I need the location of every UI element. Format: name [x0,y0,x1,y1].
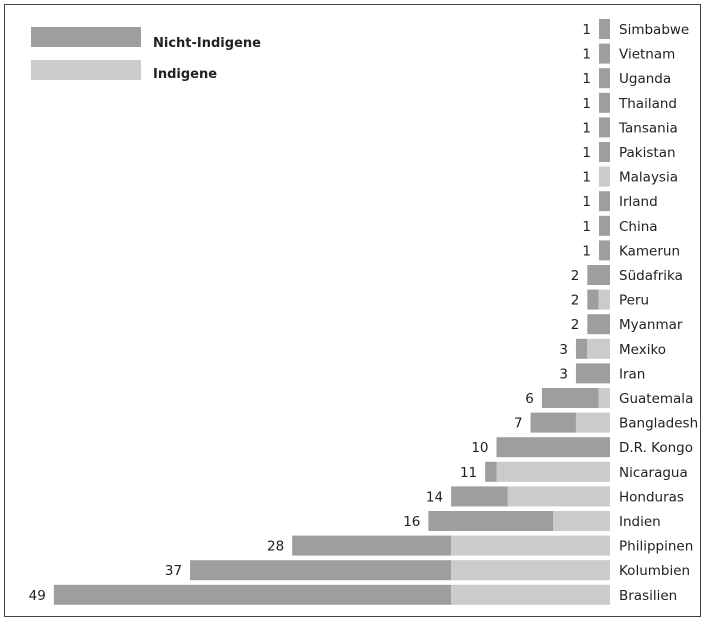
bar-nicht-indigene-d-r-kongo [496,437,610,458]
bar-nicht-indigene-peru [587,289,599,310]
total-label-iran: 3 [559,366,568,382]
bar-nicht-indigene-honduras [451,486,508,507]
total-label-philippinen: 28 [267,539,284,555]
category-label-thailand: Thailand [618,96,677,112]
total-label-irland: 1 [582,194,591,210]
category-label-d-r-kongo: D.R. Kongo [619,440,693,456]
category-label-philippinen: Philippinen [619,539,693,555]
category-label-kamerun: Kamerun [619,243,680,259]
category-label-peru: Peru [619,293,649,309]
category-label-kolumbien: Kolumbien [619,563,690,579]
total-label-indien: 16 [403,514,420,530]
bars-group: 1 Simbabwe 1 Vietnam 1 Uganda 1 Thailand 1 Tansan… [29,19,698,605]
total-label-brasilien: 49 [29,588,46,604]
category-label-iran: Iran [619,366,645,382]
category-label-s-dafrika: Südafrika [619,268,683,284]
bar-nicht-indigene-iran [575,363,610,384]
total-label-thailand: 1 [582,96,591,112]
category-label-honduras: Honduras [619,489,684,505]
bar-nicht-indigene-kolumbien [190,560,452,581]
category-label-simbabwe: Simbabwe [619,22,689,38]
bar-nicht-indigene-kamerun [599,240,610,261]
bar-indigene-peru [598,289,610,310]
bar-nicht-indigene-nicaragua [485,461,497,482]
total-label-d-r-kongo: 10 [471,440,488,456]
bar-indigene-nicaragua [496,461,610,482]
bar-nicht-indigene-irland [599,191,610,212]
category-label-tansania: Tansania [618,120,678,136]
legend-label-indigene: Indigene [153,67,217,82]
bar-nicht-indigene-indien [428,511,554,531]
total-label-pakistan: 1 [582,145,591,161]
total-label-vietnam: 1 [582,47,591,63]
category-label-irland: Irland [619,194,658,210]
bar-indigene-brasilien [451,584,610,605]
total-label-peru: 2 [571,293,580,309]
total-label-uganda: 1 [582,71,591,87]
legend-swatch-indigene [31,60,141,80]
total-label-malaysia: 1 [582,170,591,186]
total-label-s-dafrika: 2 [571,268,580,284]
total-label-kolumbien: 37 [165,563,182,579]
legend-label-nicht-indigene: Nicht-Indigene [153,36,261,51]
bar-nicht-indigene-pakistan [599,142,610,162]
bar-indigene-mexiko [587,338,610,359]
total-label-honduras: 14 [426,489,443,505]
total-label-china: 1 [582,219,591,235]
total-label-nicaragua: 11 [460,465,477,481]
stacked-bar-chart: Nicht-Indigene Indigene 1 Simbabwe 1 Vietna… [29,19,698,605]
total-label-kamerun: 1 [582,243,591,259]
bar-indigene-guatemala [598,388,610,408]
bar-nicht-indigene-china [599,215,610,236]
bar-nicht-indigene-brasilien [53,584,452,605]
bar-nicht-indigene-bangladesh [530,412,576,433]
category-label-indien: Indien [619,514,661,530]
category-label-vietnam: Vietnam [619,47,675,63]
category-label-brasilien: Brasilien [619,588,677,604]
bar-indigene-indien [553,511,610,531]
bar-indigene-kolumbien [451,560,610,581]
bar-nicht-indigene-guatemala [541,388,599,408]
total-label-bangladesh: 7 [514,416,523,432]
category-label-bangladesh: Bangladesh [619,416,698,432]
bar-indigene-malaysia [599,166,610,187]
category-label-mexiko: Mexiko [619,342,666,358]
bar-nicht-indigene-tansania [599,117,610,138]
bar-nicht-indigene-vietnam [599,43,610,64]
legend-swatch-nicht-indigene [31,27,141,47]
bar-nicht-indigene-simbabwe [599,19,610,39]
bar-nicht-indigene-philippinen [292,535,452,556]
category-label-malaysia: Malaysia [619,170,678,186]
chart-frame: Nicht-Indigene Indigene 1 Simbabwe 1 Vietna… [4,4,701,617]
total-label-simbabwe: 1 [582,22,591,38]
category-label-pakistan: Pakistan [619,145,676,161]
category-label-myanmar: Myanmar [619,317,683,333]
category-label-nicaragua: Nicaragua [619,465,688,481]
bar-nicht-indigene-thailand [599,92,610,113]
category-label-uganda: Uganda [619,71,671,87]
bar-nicht-indigene-myanmar [587,314,610,335]
legend: Nicht-Indigene Indigene [31,27,261,82]
bar-indigene-philippinen [451,535,610,556]
bar-nicht-indigene-uganda [599,68,610,89]
total-label-mexiko: 3 [559,342,568,358]
category-label-china: China [619,219,658,235]
bar-nicht-indigene-s-dafrika [587,265,610,285]
bar-indigene-honduras [507,486,610,507]
total-label-guatemala: 6 [525,391,534,407]
total-label-tansania: 1 [582,120,591,136]
bar-indigene-bangladesh [575,412,610,433]
category-label-guatemala: Guatemala [619,391,693,407]
total-label-myanmar: 2 [571,317,580,333]
bar-nicht-indigene-mexiko [575,338,588,359]
